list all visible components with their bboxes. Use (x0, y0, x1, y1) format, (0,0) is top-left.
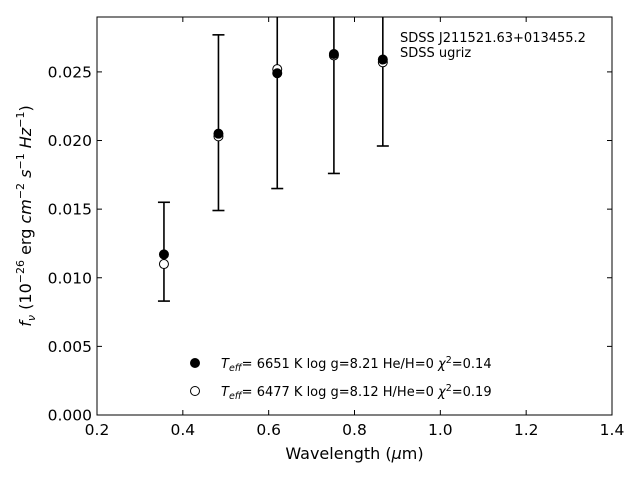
legend-entry-1: Teff= 6651 K log g=8.21 He/H=0 χ2=0.14 (221, 355, 492, 374)
model-point-filled (213, 128, 224, 139)
x-tick-label: 1.2 (514, 421, 539, 439)
model-point-filled (158, 249, 169, 260)
y-tick-label: 0.025 (48, 63, 92, 81)
y-tick-label: 0.000 (48, 407, 92, 425)
y-tick-label: 0.020 (48, 132, 92, 150)
legend-entry-2: Teff= 6477 K log g=8.12 H/He=0 χ2=0.19 (221, 383, 492, 402)
object-name-annotation: SDSS J211521.63+013455.2 (400, 31, 586, 46)
legend-marker-filled (190, 358, 200, 368)
x-tick-label: 0.2 (85, 421, 110, 439)
y-axis-label: fν (10−26 erg cm−2 s−1 Hz−1) (14, 105, 38, 326)
photometry-annotation: SDSS ugriz (400, 46, 471, 61)
y-axis-ticks: 0.000 0.005 0.010 0.015 0.020 0.025 (48, 63, 612, 425)
x-axis-ticks: 0.2 0.4 0.6 0.8 1.0 1.2 1.4 (85, 17, 625, 439)
x-tick-label: 0.6 (256, 421, 281, 439)
model-point-filled (272, 68, 283, 79)
error-bars (157, 17, 389, 302)
plot-frame (96, 16, 613, 416)
y-tick-label: 0.015 (48, 201, 92, 219)
x-tick-label: 1.0 (428, 421, 453, 439)
model-point-open (158, 259, 169, 270)
x-tick-label: 0.4 (171, 421, 196, 439)
x-tick-label: 0.8 (342, 421, 367, 439)
legend-marker-open (190, 386, 200, 396)
y-tick-label: 0.010 (48, 269, 92, 287)
legend: Teff= 6651 K log g=8.21 He/H=0 χ2=0.14 T… (190, 355, 492, 402)
y-tick-label: 0.005 (48, 338, 92, 356)
data-points (158, 49, 388, 270)
x-tick-label: 1.4 (600, 421, 625, 439)
model-point-filled (328, 49, 339, 60)
x-axis-label: Wavelength (μm) (285, 444, 423, 463)
model-point-filled (377, 54, 388, 65)
